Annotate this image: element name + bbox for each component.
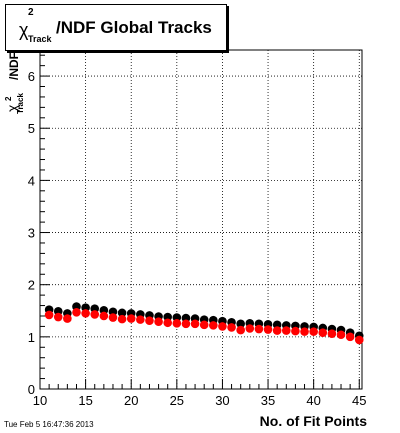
data-point (281, 326, 291, 335)
data-point (236, 319, 245, 329)
data-point (136, 315, 145, 324)
data-point (53, 312, 63, 322)
y-tick-label: 5 (28, 121, 35, 136)
x-tick-label: 25 (170, 393, 184, 408)
x-tick-label: 20 (124, 393, 138, 408)
chart-title: /NDF Global Tracks (56, 18, 212, 37)
y-tick-label: 0 (28, 382, 35, 397)
data-point (181, 319, 191, 329)
data-point (63, 314, 72, 323)
x-tick-label: 15 (78, 393, 92, 408)
data-point (99, 311, 109, 321)
title-superscript: 2 (28, 7, 34, 18)
y-tick-label: 4 (28, 173, 35, 188)
title-chi-symbol: χ (19, 20, 29, 40)
data-point (227, 323, 236, 332)
x-axis-label: No. of Fit Points (259, 413, 367, 429)
data-point (345, 332, 355, 342)
ylabel-sup: 2 (4, 96, 13, 101)
data-point (263, 325, 273, 334)
data-point (190, 319, 200, 329)
chart-title-box: χ 2 Track /NDF Global Tracks (5, 4, 227, 51)
title-subscript: Track (28, 34, 52, 44)
data-point (72, 308, 81, 317)
ylabel-rest: /NDF (7, 52, 21, 80)
data-point (254, 324, 264, 334)
y-tick-label: 1 (28, 330, 35, 345)
x-tick-label: 10 (33, 393, 47, 408)
data-point (318, 328, 328, 337)
data-point (354, 335, 364, 345)
y-tick-label: 3 (28, 226, 35, 241)
x-tick-label: 40 (306, 393, 320, 408)
x-tick-label: 35 (261, 393, 275, 408)
data-point (236, 325, 245, 335)
data-point (300, 327, 309, 336)
data-point (309, 327, 318, 336)
data-point (336, 330, 346, 340)
data-point (245, 324, 255, 333)
ylabel-sub: Track (16, 93, 25, 114)
y-tick-label: 2 (28, 278, 35, 293)
data-point (108, 313, 118, 322)
data-point (145, 316, 154, 325)
x-tick-label: 45 (352, 393, 366, 408)
data-point (90, 310, 100, 319)
data-point (272, 326, 282, 335)
data-point (199, 320, 209, 330)
data-point (81, 309, 90, 318)
data-point (172, 318, 182, 328)
data-point (291, 326, 300, 336)
data-point (209, 321, 218, 330)
data-point (163, 318, 173, 328)
data-point (117, 314, 127, 324)
x-tick-label: 30 (215, 393, 229, 408)
data-point (327, 329, 337, 339)
y-axis-label: χ 2 Track /NDF (0, 0, 40, 140)
data-point (154, 317, 163, 327)
timestamp-footer: Tue Feb 5 16:47:36 2013 (4, 420, 94, 429)
data-point (117, 308, 127, 318)
data-point (44, 310, 54, 320)
data-point (126, 314, 136, 323)
data-point (218, 322, 227, 331)
y-tick-label: 6 (28, 69, 35, 84)
